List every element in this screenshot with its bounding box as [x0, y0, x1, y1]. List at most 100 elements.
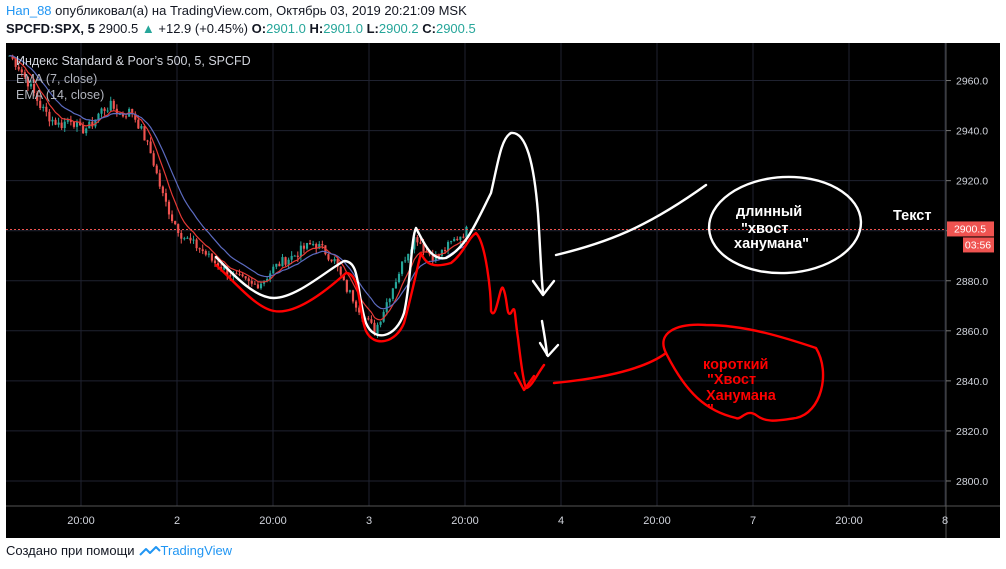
candle-body [299, 245, 302, 257]
candle-body [180, 232, 183, 239]
candle-body [103, 108, 106, 111]
candle-body [327, 254, 330, 260]
candle-body [121, 113, 125, 117]
candle-body [293, 255, 296, 257]
candle-body [241, 274, 244, 277]
time-axis-ticks[interactable]: 20:00 2 20:00 3 20:00 4 20:00 7 20:00 8 [67, 515, 948, 527]
text-label: Текст [893, 208, 931, 224]
candle-body [315, 244, 318, 249]
red-bubble [662, 323, 825, 422]
red-annotation [214, 231, 825, 422]
candle-body [370, 319, 373, 323]
candle-body [453, 238, 456, 242]
candle-body [339, 266, 342, 275]
candle-body [134, 113, 137, 120]
chart-area[interactable]: 2960.02940.02920.02900.02880.02860.02840… [6, 43, 1000, 538]
candle-body [158, 173, 161, 187]
open-label: O: [251, 21, 267, 36]
candle-body [308, 243, 312, 245]
candle-body [256, 284, 260, 289]
candle-body [204, 251, 207, 255]
tradingview-brand: TradingView [160, 543, 233, 558]
y-tick-label: 2860.0 [956, 326, 988, 338]
tradingview-link[interactable]: TradingView [138, 543, 233, 558]
y-tick-label: 2960.0 [956, 76, 988, 88]
close-value: 2900.5 [435, 21, 476, 36]
candle-body [118, 113, 122, 115]
candle-body [379, 321, 382, 325]
candle-body [229, 275, 232, 277]
candle-body [434, 255, 437, 261]
candle-body [149, 141, 152, 154]
candle-body [238, 273, 241, 275]
candle-body [342, 274, 345, 281]
candle-body [302, 245, 306, 249]
candle-body [382, 311, 385, 322]
candle-body [192, 239, 195, 241]
candle-body [72, 121, 76, 127]
x-tick-label: 20:00 [451, 515, 479, 527]
candle-body [348, 290, 352, 292]
candle-body [465, 226, 468, 238]
candles [8, 54, 468, 338]
candle-body [367, 318, 370, 320]
white-curve [214, 131, 545, 337]
red-pointer [552, 351, 668, 385]
price-axis[interactable] [946, 43, 1000, 538]
candle-body [437, 255, 440, 257]
red-label-line2: "Хвост [707, 372, 756, 388]
candle-body [32, 84, 36, 93]
y-tick-label: 2920.0 [956, 176, 988, 188]
white-label-line3: ханумана" [734, 236, 809, 252]
x-tick-label: 2 [174, 515, 180, 527]
chart-svg[interactable]: 2960.02940.02920.02900.02880.02860.02840… [6, 43, 1000, 538]
candle-body [244, 276, 247, 279]
candle-body [385, 302, 388, 312]
x-tick-label: 20:00 [643, 515, 671, 527]
candle-body [152, 153, 155, 166]
candle-body [333, 258, 336, 262]
candle-body [66, 120, 69, 122]
white-arrow-head-1 [531, 279, 556, 297]
candle-body [336, 258, 339, 267]
candle-body [358, 307, 361, 313]
candle-body [376, 324, 379, 334]
candle-body [183, 238, 186, 240]
candle-body [201, 249, 204, 252]
last-price: 2900.5 [98, 21, 139, 36]
candle-body [456, 238, 459, 240]
candle-body [407, 253, 410, 261]
legend-ema14: EMA (14, close) [16, 88, 104, 102]
candle-body [416, 237, 419, 243]
red-arrow-head [513, 371, 536, 392]
candle-body [354, 301, 358, 308]
candle-body [60, 122, 63, 129]
candle-body [324, 245, 327, 255]
footer: Создано при помощи TradingView [6, 543, 232, 558]
candle-body [287, 259, 290, 265]
candle-body [413, 237, 416, 250]
legend-ema7: EMA (7, close) [16, 72, 97, 86]
candle-body [155, 165, 158, 174]
y-tick-label: 2820.0 [956, 426, 988, 438]
candle-body [351, 290, 355, 302]
y-tick-label: 2940.0 [956, 126, 988, 138]
red-label-line1: короткий [703, 357, 768, 373]
candle-body [186, 237, 189, 239]
candle-body [281, 257, 284, 267]
ohlc-header: SPCFD:SPX, 5 2900.5 ▲ +12.9 (+0.45%) O:2… [6, 21, 476, 36]
x-tick-label: 8 [942, 515, 948, 527]
low-value: 2900.2 [378, 21, 419, 36]
candle-body [124, 116, 128, 118]
high-label: H: [309, 21, 324, 36]
candle-body [54, 119, 57, 125]
x-tick-label: 3 [366, 515, 372, 527]
candle-body [213, 260, 217, 264]
candle-body [69, 120, 72, 122]
author-link[interactable]: Han_88 [6, 3, 52, 18]
candle-body [226, 266, 229, 276]
x-tick-label: 7 [750, 515, 756, 527]
candle-body [36, 92, 39, 101]
white-annotation [214, 131, 863, 358]
candle-body [78, 121, 82, 126]
